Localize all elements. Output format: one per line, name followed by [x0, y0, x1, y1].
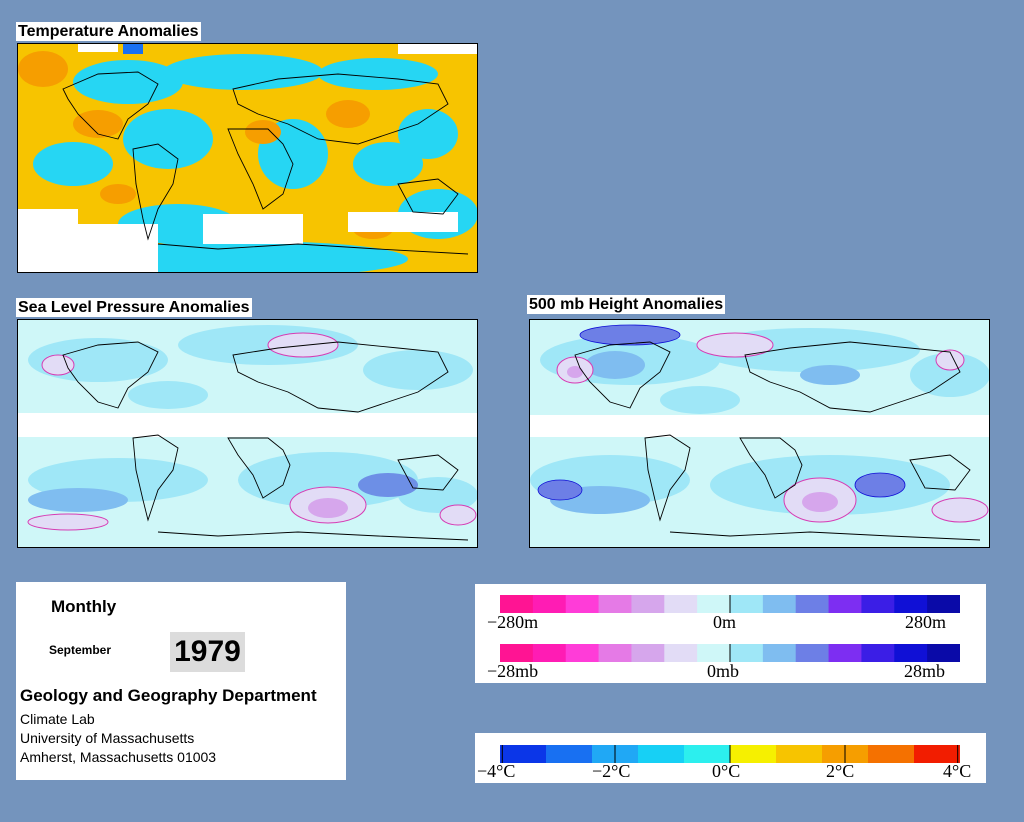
- lab-label: Climate Lab: [20, 711, 95, 727]
- color-scale-swatch: [730, 745, 777, 763]
- color-scale-swatch: [697, 595, 731, 613]
- temperature-map-graphic: [18, 44, 477, 272]
- color-scale-swatch: [762, 644, 797, 662]
- color-scale-swatch: [684, 745, 731, 763]
- slp-anomaly-map: [17, 319, 478, 548]
- period-label: Monthly: [51, 597, 117, 616]
- year-label: 1979: [170, 632, 245, 672]
- color-scale-swatch: [638, 745, 685, 763]
- anomaly-legend-panel: −280m 0m 280m −28mb 0mb 28mb: [475, 584, 986, 683]
- temperature-anomaly-map: [17, 43, 478, 273]
- color-scale-swatch: [914, 745, 960, 763]
- height-scale-min-label: −280m: [487, 612, 539, 632]
- height-anomaly-map: [529, 319, 990, 548]
- color-scale-swatch: [598, 595, 633, 613]
- height-map-graphic: [530, 320, 989, 547]
- height-scale-mid-label: 0m: [713, 612, 737, 632]
- color-scale-swatch: [776, 745, 823, 763]
- pressure-color-scale: [500, 644, 960, 662]
- color-scale-swatch: [861, 595, 895, 613]
- color-scale-swatch: [598, 644, 633, 662]
- color-scale-swatch: [762, 595, 797, 613]
- color-scale-swatch: [532, 644, 567, 662]
- height-scale-max-label: 280m: [905, 612, 947, 632]
- color-scale-swatch: [868, 745, 915, 763]
- height-map-title: 500 mb Height Anomalies: [527, 295, 726, 314]
- university-label: University of Massachusetts: [20, 730, 195, 746]
- color-scale-swatch: [828, 595, 863, 613]
- color-scale-swatch: [500, 745, 547, 763]
- temp-scale-label-1: −4°C: [477, 761, 516, 781]
- color-scale-swatch: [664, 595, 698, 613]
- color-scale-swatch: [828, 644, 863, 662]
- temp-scale-label-2: −2°C: [592, 761, 631, 781]
- temperature-map-title: Temperature Anomalies: [16, 22, 201, 41]
- color-scale-swatch: [730, 644, 764, 662]
- color-scale-swatch: [500, 595, 534, 613]
- temp-scale-label-3: 0°C: [712, 761, 741, 781]
- color-scale-swatch: [697, 644, 731, 662]
- slp-map-graphic: [18, 320, 477, 547]
- color-scale-swatch: [631, 644, 665, 662]
- pressure-scale-mid-label: 0mb: [707, 661, 740, 681]
- pressure-scale-min-label: −28mb: [487, 661, 539, 681]
- color-scale-swatch: [546, 745, 593, 763]
- color-scale-swatch: [894, 595, 928, 613]
- temp-scale-label-5: 4°C: [943, 761, 972, 781]
- color-scale-swatch: [730, 595, 764, 613]
- color-scale-swatch: [795, 595, 830, 613]
- color-scale-swatch: [894, 644, 928, 662]
- color-scale-swatch: [565, 595, 600, 613]
- height-color-scale: [500, 595, 960, 613]
- color-scale-swatch: [500, 644, 534, 662]
- color-scale-swatch: [532, 595, 567, 613]
- info-panel: Monthly September 1979 Geology and Geogr…: [16, 582, 346, 780]
- color-scale-swatch: [664, 644, 698, 662]
- color-scale-swatch: [795, 644, 830, 662]
- department-label: Geology and Geography Department: [20, 686, 317, 705]
- pressure-scale-max-label: 28mb: [904, 661, 946, 681]
- color-scale-swatch: [927, 595, 960, 613]
- color-scale-swatch: [565, 644, 600, 662]
- temperature-color-scale: [500, 745, 960, 763]
- color-scale-swatch: [861, 644, 895, 662]
- month-label: September: [49, 643, 112, 657]
- slp-map-title: Sea Level Pressure Anomalies: [16, 298, 252, 317]
- address-label: Amherst, Massachusetts 01003: [20, 749, 217, 765]
- color-scale-swatch: [927, 644, 960, 662]
- color-scale-swatch: [631, 595, 665, 613]
- temperature-legend-panel: −4°C −2°C 0°C 2°C 4°C: [475, 733, 986, 783]
- temp-scale-label-4: 2°C: [826, 761, 855, 781]
